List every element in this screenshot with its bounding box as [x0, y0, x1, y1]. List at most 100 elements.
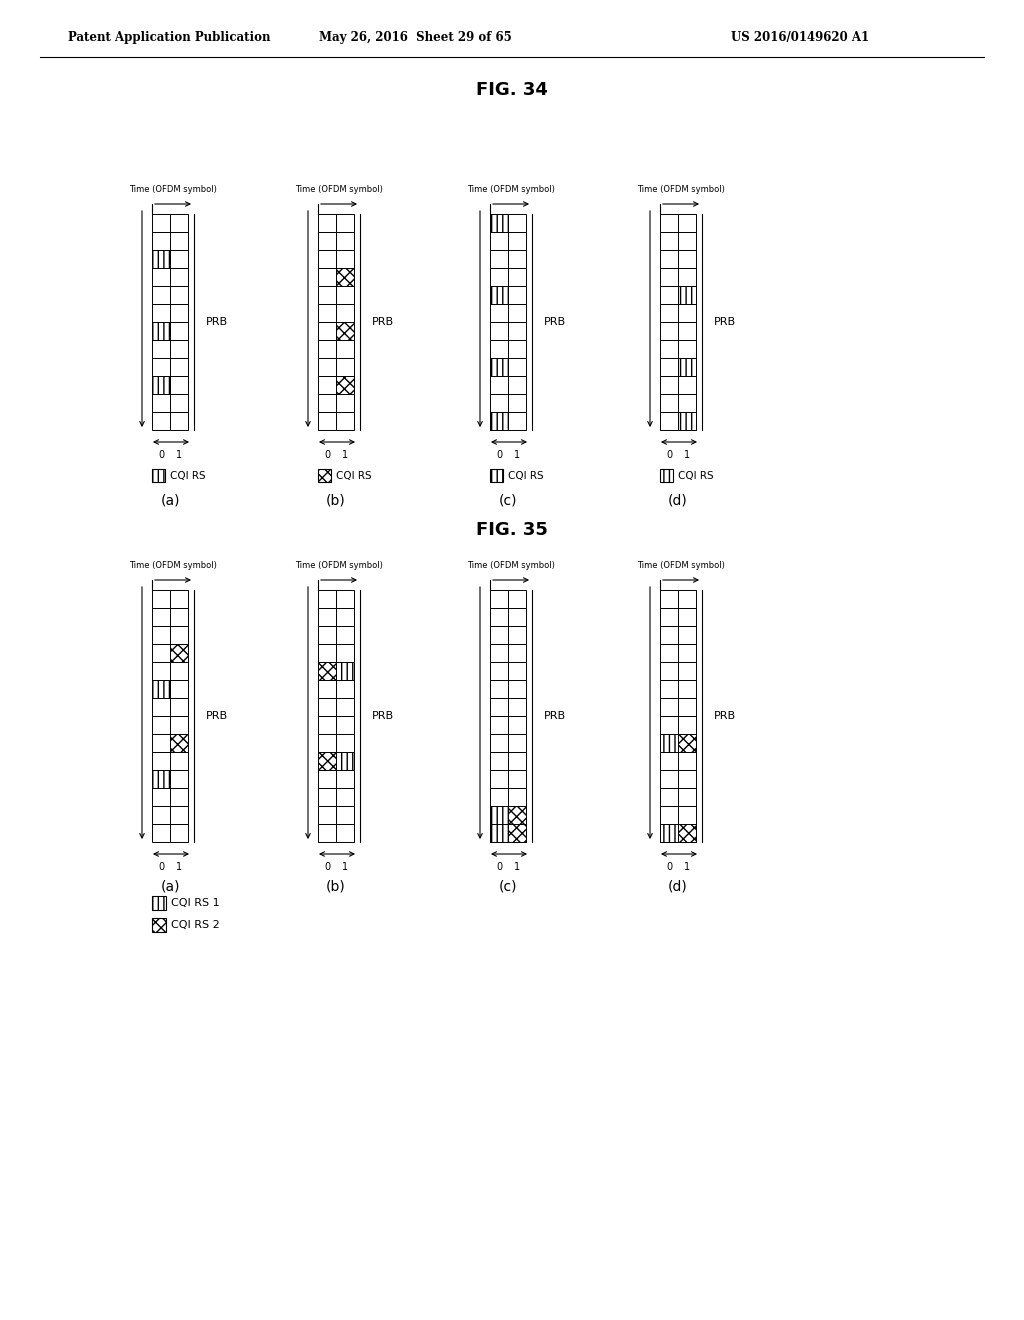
Bar — [152, 358, 170, 376]
Bar — [170, 249, 188, 268]
Bar — [660, 469, 673, 482]
Bar — [170, 680, 188, 698]
Bar — [336, 824, 354, 842]
Bar — [336, 376, 354, 393]
Bar — [508, 807, 526, 824]
Bar — [660, 824, 678, 842]
Text: May 26, 2016  Sheet 29 of 65: May 26, 2016 Sheet 29 of 65 — [318, 30, 511, 44]
Bar — [170, 268, 188, 286]
Text: (c): (c) — [499, 492, 517, 507]
Bar — [490, 393, 508, 412]
Bar — [170, 824, 188, 842]
Bar — [170, 376, 188, 393]
Bar — [660, 341, 678, 358]
Bar — [508, 286, 526, 304]
Bar — [318, 770, 336, 788]
Bar — [490, 322, 508, 341]
Bar — [318, 752, 336, 770]
Bar — [336, 232, 354, 249]
Bar — [490, 341, 508, 358]
Bar — [508, 249, 526, 268]
Bar — [678, 232, 696, 249]
Bar — [318, 232, 336, 249]
Bar — [318, 609, 336, 626]
Bar — [152, 663, 170, 680]
Bar — [170, 322, 188, 341]
Bar — [660, 214, 678, 232]
Text: Time (OFDM symbol): Time (OFDM symbol) — [637, 561, 725, 570]
Bar — [152, 680, 170, 698]
Bar — [170, 807, 188, 824]
Bar — [336, 663, 354, 680]
Text: PRB: PRB — [206, 317, 228, 327]
Bar — [152, 286, 170, 304]
Bar — [170, 734, 188, 752]
Bar — [336, 268, 354, 286]
Text: PRB: PRB — [544, 317, 566, 327]
Bar — [490, 824, 508, 842]
Bar — [508, 715, 526, 734]
Text: Time (OFDM symbol): Time (OFDM symbol) — [129, 561, 217, 570]
Text: PRB: PRB — [544, 711, 566, 721]
Text: CQI RS: CQI RS — [336, 470, 372, 480]
Bar — [152, 412, 170, 430]
Bar — [660, 715, 678, 734]
Bar — [490, 214, 508, 232]
Bar — [152, 232, 170, 249]
Bar — [152, 268, 170, 286]
Bar — [336, 376, 354, 393]
Bar — [152, 917, 166, 932]
Bar — [170, 698, 188, 715]
Text: 0: 0 — [666, 450, 672, 459]
Bar — [318, 358, 336, 376]
Text: 0: 0 — [666, 862, 672, 873]
Bar — [678, 376, 696, 393]
Bar — [660, 358, 678, 376]
Bar — [336, 752, 354, 770]
Bar — [152, 322, 170, 341]
Bar — [336, 680, 354, 698]
Text: US 2016/0149620 A1: US 2016/0149620 A1 — [731, 30, 869, 44]
Bar — [490, 286, 508, 304]
Bar — [508, 376, 526, 393]
Bar — [660, 698, 678, 715]
Bar — [660, 232, 678, 249]
Bar — [660, 286, 678, 304]
Bar — [508, 752, 526, 770]
Bar — [490, 734, 508, 752]
Text: 0: 0 — [496, 862, 502, 873]
Bar — [660, 376, 678, 393]
Bar — [660, 680, 678, 698]
Bar — [678, 358, 696, 376]
Bar — [660, 752, 678, 770]
Bar — [490, 680, 508, 698]
Bar — [490, 358, 508, 376]
Bar — [152, 609, 170, 626]
Text: (b): (b) — [326, 880, 346, 894]
Bar — [490, 249, 508, 268]
Text: 1: 1 — [342, 450, 348, 459]
Bar — [660, 393, 678, 412]
Bar — [678, 824, 696, 842]
Bar — [490, 358, 508, 376]
Bar — [660, 322, 678, 341]
Bar — [336, 715, 354, 734]
Text: FIG. 34: FIG. 34 — [476, 81, 548, 99]
Bar — [678, 393, 696, 412]
Bar — [152, 896, 166, 909]
Text: 1: 1 — [342, 862, 348, 873]
Bar — [152, 249, 170, 268]
Text: PRB: PRB — [714, 317, 736, 327]
Bar — [318, 214, 336, 232]
Bar — [508, 770, 526, 788]
Bar — [152, 249, 170, 268]
Bar — [336, 734, 354, 752]
Bar — [152, 626, 170, 644]
Bar — [490, 286, 508, 304]
Bar — [170, 609, 188, 626]
Bar — [336, 286, 354, 304]
Bar — [336, 412, 354, 430]
Bar — [318, 663, 336, 680]
Bar — [678, 286, 696, 304]
Text: CQI RS: CQI RS — [508, 470, 544, 480]
